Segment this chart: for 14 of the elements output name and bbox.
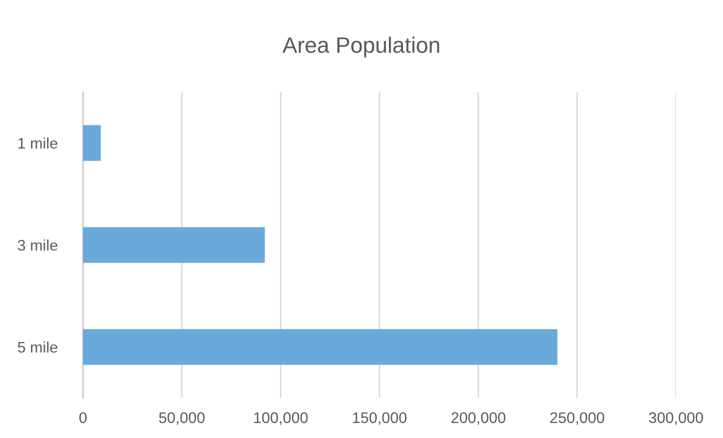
x-tick-label: 300,000 (648, 412, 704, 425)
x-tick-label: 250,000 (550, 412, 604, 425)
y-tick-label: 5 mile (18, 341, 58, 353)
y-tick-label: 1 mile (18, 137, 58, 149)
bar (83, 329, 558, 365)
y-tick-label: 3 mile (18, 239, 58, 251)
bar (83, 125, 101, 161)
x-tick-label: 50,000 (159, 412, 205, 425)
chart-title: Area Population (282, 36, 440, 58)
bar (83, 227, 265, 263)
x-tick-label: 200,000 (451, 412, 506, 425)
x-tick-label: 100,000 (254, 412, 308, 425)
x-tick-label: 150,000 (353, 412, 407, 425)
x-tick-label: 0 (79, 412, 87, 424)
